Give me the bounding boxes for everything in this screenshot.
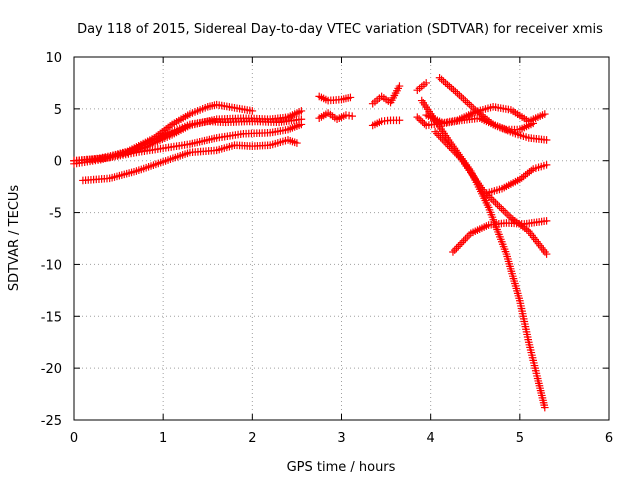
series-track-7 [315,109,356,124]
y-tick-label: 5 [54,103,62,118]
y-tick-label: -20 [41,362,62,377]
series-track-17 [480,161,551,198]
y-tick-label: 0 [54,155,62,170]
data-point-markers [435,73,538,134]
data-point-markers [315,109,356,124]
series-track-9 [368,116,404,130]
x-tick-label: 2 [248,431,256,446]
data-point-markers [70,120,306,165]
data-point-markers [79,136,301,185]
series-track-4 [70,120,306,165]
x-tick-label: 1 [159,431,167,446]
y-tick-label: 10 [45,51,62,66]
y-tick-labels: 10 5 0 -5 -10 -15 -20 -25 [41,51,62,429]
series-track-16 [449,217,551,256]
data-point-markers [431,127,551,258]
x-tick-label: 4 [427,431,435,446]
series-track-14 [417,96,549,412]
y-tick-label: -10 [41,258,62,273]
data-point-markers [315,92,355,105]
data-point-markers [368,116,404,130]
x-axis-label: GPS time / hours [287,460,396,475]
grid [74,57,609,420]
x-tick-label: 6 [605,431,613,446]
y-tick-label: -15 [41,310,62,325]
x-tick-labels: 0 1 2 3 4 5 6 [70,431,613,446]
x-tick-label: 3 [337,431,345,446]
series-track-15 [431,127,551,258]
y-tick-label: -5 [49,207,62,222]
data-point-markers [480,161,551,198]
data-point-markers [417,96,549,412]
ticks [73,56,610,421]
x-tick-label: 0 [70,431,78,446]
data-point-markers [449,217,551,256]
data-point-markers [413,79,431,94]
y-tick-label: -25 [41,414,62,429]
series-track-5 [79,136,301,185]
series-track-8 [368,82,404,108]
data-point-markers [368,82,404,108]
data-marks [70,73,551,412]
series-track-6 [315,92,355,105]
series-track-13 [435,73,538,134]
series-track-10 [413,79,431,94]
chart-title: Day 118 of 2015, Sidereal Day-to-day VTE… [77,22,603,37]
x-tick-label: 5 [516,431,524,446]
y-axis-label: SDTVAR / TECUs [7,185,22,292]
